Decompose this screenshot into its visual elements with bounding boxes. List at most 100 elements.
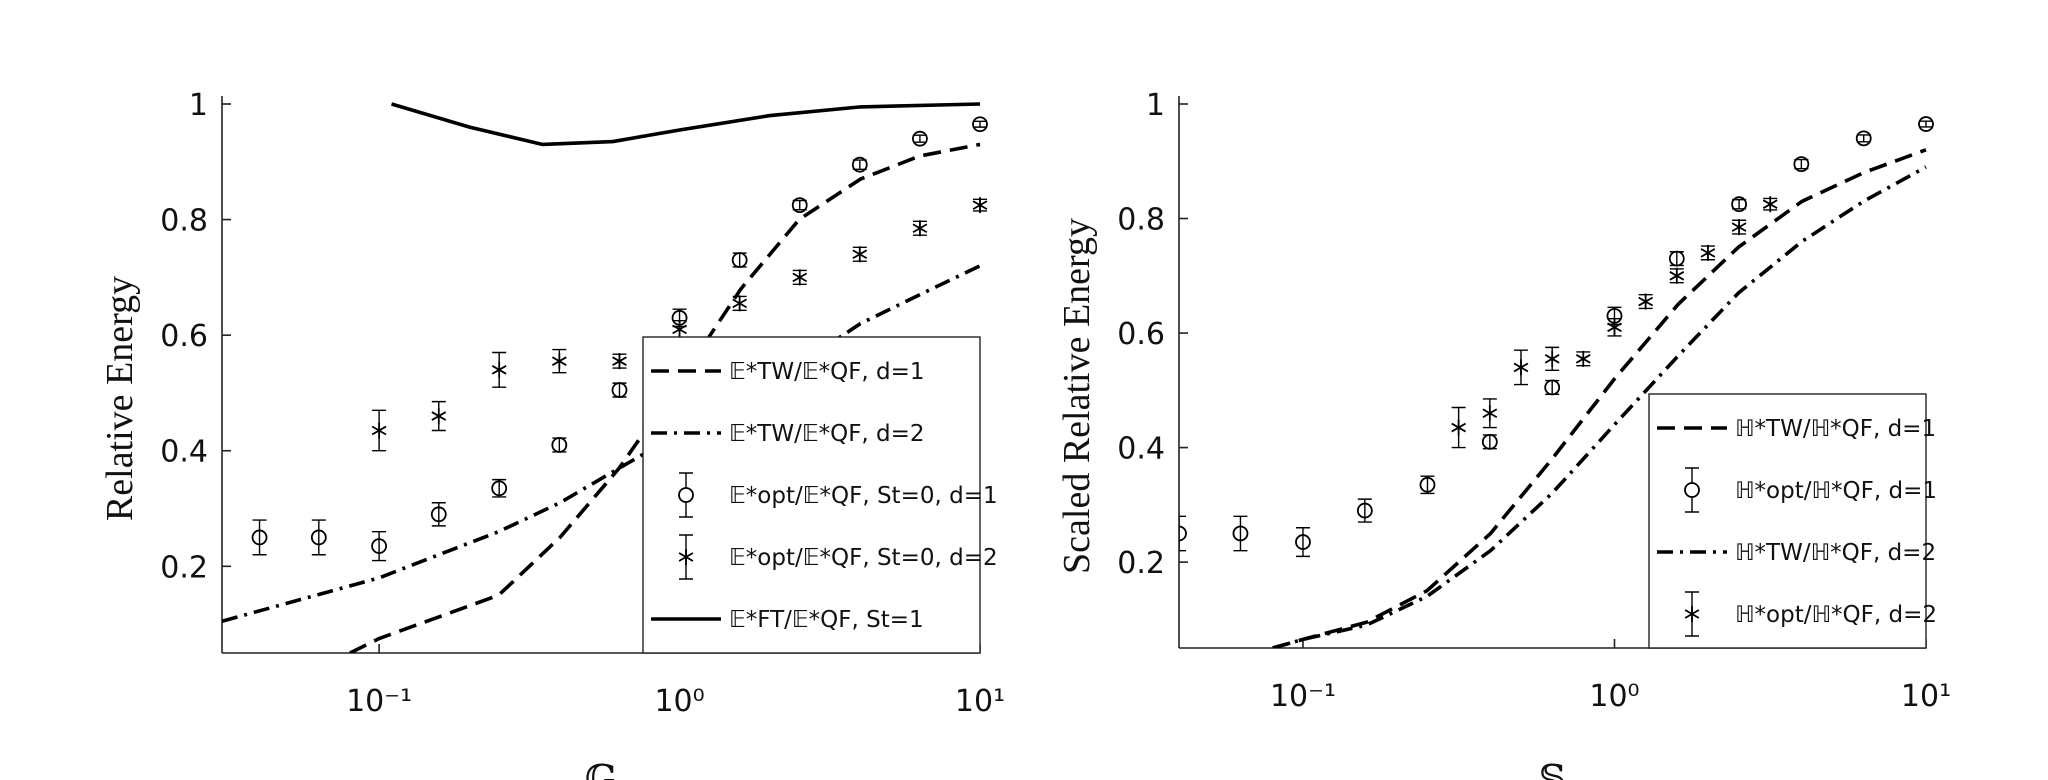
error-bar: [492, 478, 507, 498]
line-series: [1272, 148, 1927, 648]
error-bar: [973, 120, 987, 128]
error-bar: [1357, 498, 1372, 523]
marker: [1669, 267, 1685, 284]
legend: ℍ*TW/ℍ*QF, d=1 ℍ*opt/ℍ*QF, d=1 ℍ*TW/ℍ*QF, …: [1648, 393, 1937, 649]
x-tick-label: 10⁻¹: [1270, 679, 1336, 714]
marker: [1356, 502, 1373, 519]
marker: [792, 269, 808, 286]
line-series: [1272, 165, 1927, 648]
marker: [551, 353, 567, 370]
x-tick-label: 10¹: [1901, 679, 1951, 714]
marker: [1513, 359, 1529, 376]
legend-label: 𝔼*opt/𝔼*QF, St=0, d=2: [729, 545, 998, 571]
error-bar: [372, 530, 387, 562]
marker: [1638, 293, 1654, 310]
marker: [1762, 196, 1778, 213]
panel: 0.2 0.4 0.6 0.8 1 10⁻¹ 10⁰ 10¹ 𝕊 Scaled Relative …: [1056, 88, 1951, 780]
x-tick-label: 10¹: [955, 684, 1005, 719]
x-axis-label: 𝕊: [1539, 759, 1566, 780]
marker: [852, 246, 868, 263]
marker: [371, 538, 387, 554]
y-tick-label: 1: [1146, 88, 1165, 123]
marker: [612, 353, 627, 370]
marker: [1668, 250, 1685, 267]
legend-sample: [678, 487, 694, 503]
marker: [430, 506, 447, 523]
y-tick-label: 0.6: [1117, 317, 1165, 352]
marker: [551, 437, 568, 453]
marker: [1731, 219, 1747, 236]
y-tick-label: 0.8: [1117, 203, 1165, 238]
marker: [1295, 534, 1311, 550]
marker: [972, 116, 988, 133]
plot-area: [1179, 116, 1934, 648]
legend-label: 𝔼*FT/𝔼*QF, St=1: [729, 607, 924, 633]
error-bar: [252, 519, 267, 556]
x-tick-label: 10⁰: [654, 684, 704, 719]
error-bar: [1919, 120, 1933, 128]
marker: [310, 529, 327, 546]
marker: [731, 252, 748, 268]
legend: 𝔼*TW/𝔼*QF, d=1 𝔼*TW/𝔼*QF, d=2 𝔼*opt/𝔼*QF, …: [642, 336, 998, 654]
marker: [672, 321, 687, 338]
marker: [1179, 525, 1187, 542]
marker: [431, 408, 447, 425]
marker: [1700, 244, 1716, 261]
y-tick-label: 0.2: [160, 550, 208, 585]
y-tick-label: 1: [189, 88, 208, 123]
legend-sample: [1684, 482, 1700, 498]
error-bar: [1732, 198, 1747, 210]
legend-box: [642, 336, 981, 654]
legend-label: ℍ*opt/ℍ*QF, d=1: [1735, 478, 1937, 504]
legend-label: 𝔼*TW/𝔼*QF, d=2: [729, 421, 925, 447]
y-tick-label: 0.6: [160, 319, 208, 354]
error-bar: [1295, 527, 1310, 558]
legend-label: ℍ*TW/ℍ*QF, d=2: [1735, 540, 1936, 566]
marker: [1419, 476, 1436, 493]
error-bar: [792, 199, 807, 211]
legend-sample: [1684, 606, 1700, 622]
marker: [1575, 350, 1591, 367]
marker: [972, 197, 988, 214]
x-tick-label: 10⁰: [1589, 679, 1639, 714]
marker: [1855, 130, 1872, 147]
error-bar: [1420, 475, 1435, 495]
legend-label: 𝔼*opt/𝔼*QF, St=0, d=1: [729, 483, 998, 509]
legend-sample: [678, 549, 694, 565]
error-bar: [1794, 158, 1809, 170]
y-axis-label: Relative Energy: [99, 276, 141, 521]
marker: [1731, 196, 1747, 213]
error-bar: [311, 519, 326, 556]
legend-box: [1648, 393, 1927, 649]
y-tick-label: 0.8: [160, 204, 208, 239]
marker: [1793, 156, 1810, 173]
marker: [1544, 379, 1561, 396]
error-bar: [1856, 134, 1871, 143]
marker: [491, 480, 508, 497]
marker: [791, 197, 808, 214]
y-axis-label: Scaled Relative Energy: [1056, 218, 1098, 574]
marker: [1451, 419, 1467, 436]
marker: [851, 156, 868, 173]
marker: [912, 130, 928, 147]
legend-label: ℍ*TW/ℍ*QF, d=1: [1735, 416, 1936, 442]
marker: [1481, 433, 1498, 450]
marker: [1544, 350, 1560, 367]
legend-label: 𝔼*TW/𝔼*QF, d=1: [729, 359, 925, 385]
marker: [732, 295, 748, 312]
line-series: [391, 102, 981, 147]
error-bar: [1233, 515, 1248, 552]
marker: [371, 422, 387, 439]
marker: [251, 529, 268, 546]
marker: [491, 361, 507, 378]
panel: 0.2 0.4 0.6 0.8 1 10⁻¹ 10⁰ 10¹ 𝔾 Relative Energy 𝔼…: [99, 88, 1005, 780]
y-tick-label: 0.2: [1117, 546, 1165, 581]
marker: [912, 220, 928, 237]
legend-label: ℍ*opt/ℍ*QF, d=2: [1735, 602, 1937, 628]
marker: [1232, 525, 1249, 542]
error-bar: [431, 502, 446, 527]
marker: [1607, 319, 1622, 336]
x-axis-label: 𝔾: [585, 759, 617, 780]
y-tick-label: 0.4: [160, 435, 208, 470]
